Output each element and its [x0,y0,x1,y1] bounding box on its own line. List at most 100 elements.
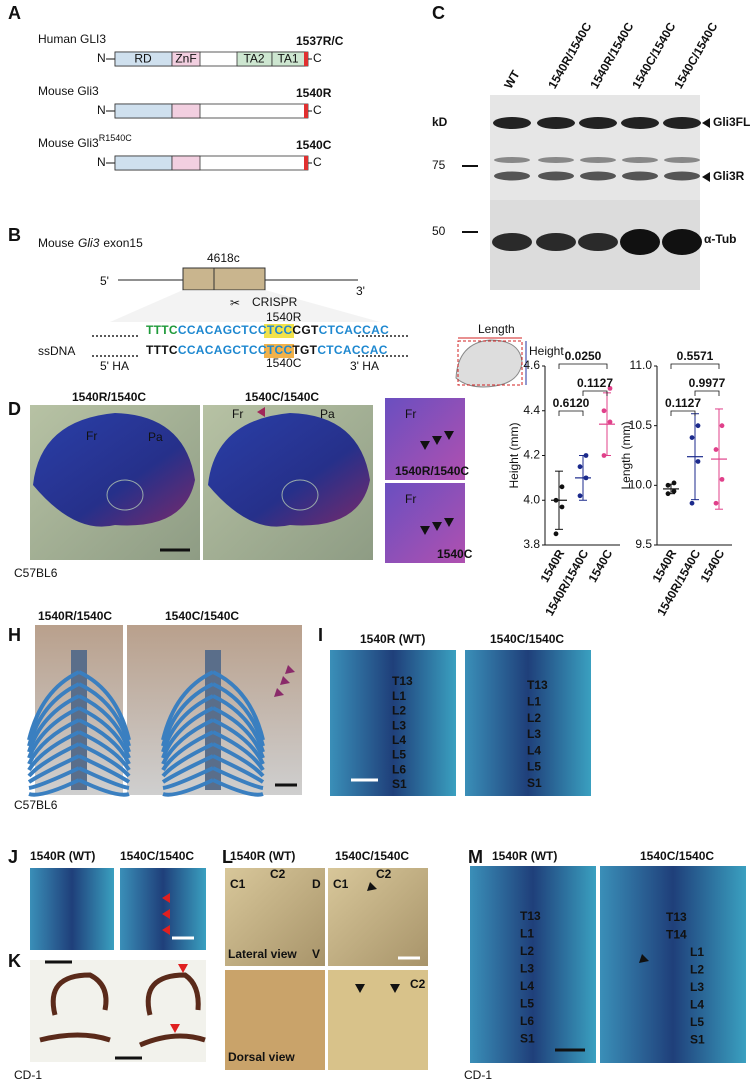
strain-label: C57BL6 [14,798,58,812]
skull [208,413,370,527]
vertebra-label: L1 [527,694,541,708]
vertebra-label: L2 [520,944,534,958]
region-label: Pa [148,430,163,444]
rib [78,730,131,772]
vertebra-label: C1 [333,877,349,891]
site-label: 1537R/C [296,34,344,48]
p-value: 0.5571 [677,349,714,363]
exon-title: Mouse Gli3 exon15 [38,236,143,250]
view-label: Dorsal view [228,1050,295,1064]
orbit [106,479,144,511]
p-value: 0.6120 [553,396,590,410]
p-value: 0.0250 [565,349,602,363]
photo [470,866,596,1063]
n-terminus: N [97,103,106,117]
sequence-part: CCACAGCTCCTCC [178,343,293,357]
rib [78,694,131,753]
protein-name: Human GLI3 [38,32,106,46]
arrowhead [390,984,400,993]
photo [385,483,465,563]
sequence-part: CTCACCAC [317,343,387,357]
y-tick-label: 4.4 [523,403,540,417]
genotype-label: 1540R/1540C [72,390,146,404]
orbit [281,479,319,511]
domain-rd [114,155,173,171]
data-point [713,447,719,452]
rib [78,778,130,797]
vertebra-label: S1 [392,777,407,791]
strain-label: CD-1 [14,1068,42,1082]
vertebra-label: S1 [520,1032,535,1046]
domain-label: RD [134,52,152,66]
y-tick-label: 9.5 [635,537,652,551]
data-point [695,459,701,464]
panel-label: B [8,225,21,245]
vertebra-label: L2 [527,711,541,725]
region-label: Fr [405,407,416,421]
rib [161,742,214,778]
genotype-label: 1540R (WT) [30,849,95,863]
data-point [671,480,677,486]
vertebra-label: L2 [392,704,406,718]
photo [225,970,325,1070]
sequence: TTTCCCACAGCTCCTCCTGTCTCACCAC [146,343,388,357]
site-highlight [264,324,294,338]
rib [161,730,214,772]
domain-label: TA2 [243,52,264,66]
rib-bone [39,1032,111,1043]
rib [78,754,131,784]
arrowhead [367,882,377,891]
c-terminus: C [313,51,322,65]
vertebra-label: L6 [520,1014,534,1028]
rib [161,754,214,784]
arrowhead [702,118,710,128]
panel-label: K [8,951,21,971]
vertebra-label: L2 [690,963,704,977]
data-point [607,385,613,391]
genotype-label: 1540C/1540C [490,632,564,646]
data-point [601,408,607,414]
band [538,171,574,181]
photo [600,866,746,1063]
rib [212,742,265,778]
data-point [583,475,589,481]
data-point [665,482,671,488]
vertebra-label: L4 [527,743,541,757]
data-point [577,493,583,499]
vertebra-label: L5 [690,1015,704,1029]
band [580,171,616,181]
p-value: 0.9977 [689,376,726,390]
rib [161,718,214,765]
position-label: 4618c [207,251,240,265]
data-point [689,435,695,440]
n-terminus: N [97,51,106,65]
rib [162,778,214,797]
y-axis-label: Height (mm) [507,422,521,488]
vertebra-label: L5 [527,760,541,774]
panel-label: J [8,847,18,867]
panel-label: C [432,3,445,23]
sequence-part: TGT [292,343,317,357]
band [579,117,617,129]
rib [161,706,214,759]
photo [328,970,428,1070]
arrowhead [420,526,430,535]
skull [33,413,195,527]
rib [162,766,214,790]
domain-znf [171,155,201,171]
protein-name: Mouse Gli3R1540C [38,133,132,150]
mutation-site [304,104,308,118]
rib [161,682,214,747]
panel-label: I [318,625,323,645]
y-tick-label: 10.0 [629,478,653,492]
rib [212,730,265,772]
genotype-label: 1540C/1540C [640,849,714,863]
site-label: 1540R [266,310,302,324]
genotype-label: 1540R/1540C [38,609,112,623]
marker-label: 75 [432,158,446,172]
region-label: Fr [86,429,97,443]
skull-outline [455,339,523,388]
vertebra-label: L1 [690,945,704,959]
rib [212,682,265,747]
domain-rd [114,103,173,119]
